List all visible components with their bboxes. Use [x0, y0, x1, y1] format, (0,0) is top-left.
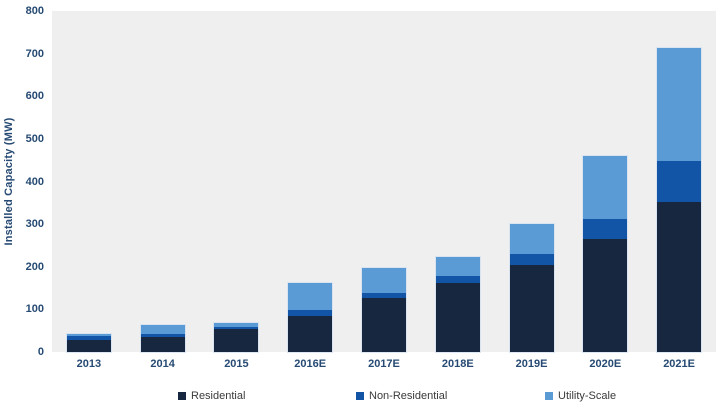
x-axis-label: 2020E — [589, 358, 622, 370]
x-axis-label: 2016E — [294, 358, 327, 370]
y-axis-tick-label: 600 — [25, 90, 44, 103]
bar-segment-utility-scale-2014 — [140, 325, 185, 335]
chart-legend: Residential Non-Residential Utility-Scal… — [0, 386, 728, 404]
bar-segment-residential-2013 — [66, 340, 111, 352]
bar-segment-non-residential-2016e — [288, 309, 333, 316]
bar-segment-utility-scale-2017e — [362, 267, 406, 293]
bar-segment-non-residential-2019e — [509, 254, 554, 265]
x-axis-label: 2018E — [441, 358, 474, 370]
y-axis-tick-label: 200 — [25, 260, 44, 273]
bar-2020E — [583, 156, 628, 352]
x-axis-label: 2015 — [224, 358, 249, 370]
x-axis-label: 2013 — [76, 358, 102, 370]
bar-segment-non-residential-2018e — [435, 276, 480, 283]
bar-segment-residential-2018e — [435, 282, 480, 352]
bar-segment-residential-2014 — [140, 337, 185, 352]
bar-segment-non-residential-2013 — [66, 336, 111, 341]
bar-segment-utility-scale-2020e — [583, 156, 628, 219]
bar-segment-non-residential-2021e — [657, 160, 702, 202]
bar-2019E — [509, 224, 554, 352]
bar-segment-utility-scale-2018e — [435, 256, 480, 277]
bar-segment-residential-2021e — [657, 201, 702, 352]
bar-segment-residential-2019e — [509, 264, 554, 352]
x-axis-label: 2014 — [150, 358, 175, 370]
x-axis-label: 2021E — [663, 358, 695, 370]
legend-item-non-residential: Non-Residential — [356, 389, 447, 403]
legend-label: Non-Residential — [369, 390, 448, 402]
y-axis-tick-label: 400 — [25, 175, 44, 188]
bar-segment-residential-2015 — [214, 328, 259, 352]
plot-area — [52, 11, 716, 352]
bar-2016E — [288, 282, 333, 352]
y-axis-tick-label: 800 — [25, 5, 44, 17]
bar-2015 — [214, 323, 259, 352]
legend-label: Utility-Scale — [558, 390, 617, 402]
x-axis-label: 2017E — [368, 358, 400, 370]
bar-segment-residential-2020e — [583, 238, 628, 352]
non-residential-swatch-icon — [356, 392, 364, 400]
bar-segment-utility-scale-2013 — [66, 334, 111, 337]
bar-2021E — [657, 48, 702, 352]
residential-swatch-icon — [178, 392, 186, 400]
bar-2017E — [362, 267, 406, 352]
y-axis-tick-label: 100 — [25, 303, 44, 316]
utility-scale-swatch-icon — [545, 392, 553, 400]
bar-segment-utility-scale-2021e — [657, 48, 702, 161]
bar-segment-non-residential-2020e — [583, 218, 628, 239]
bar-segment-non-residential-2017e — [362, 292, 406, 298]
bar-segment-residential-2017e — [362, 297, 406, 352]
bar-segment-utility-scale-2019e — [509, 224, 554, 255]
bar-2013 — [66, 334, 111, 352]
legend-item-residential: Residential — [178, 389, 245, 403]
bar-segment-utility-scale-2016e — [288, 282, 333, 310]
x-axis-label: 2019E — [515, 358, 548, 370]
bar-segment-residential-2016e — [288, 315, 333, 352]
y-axis-tick-label: 300 — [25, 218, 44, 231]
bar-segment-non-residential-2015 — [214, 326, 259, 329]
legend-label: Residential — [191, 390, 246, 402]
bar-2014 — [140, 325, 185, 352]
y-axis-tick-label: 0 — [37, 346, 44, 358]
y-axis-tick-label: 700 — [25, 47, 44, 60]
bar-segment-non-residential-2014 — [140, 334, 185, 338]
bar-2018E — [435, 256, 480, 352]
y-axis-tick-label: 500 — [25, 132, 44, 145]
bar-segment-utility-scale-2015 — [214, 323, 259, 327]
legend-item-utility-scale: Utility-Scale — [545, 389, 616, 403]
